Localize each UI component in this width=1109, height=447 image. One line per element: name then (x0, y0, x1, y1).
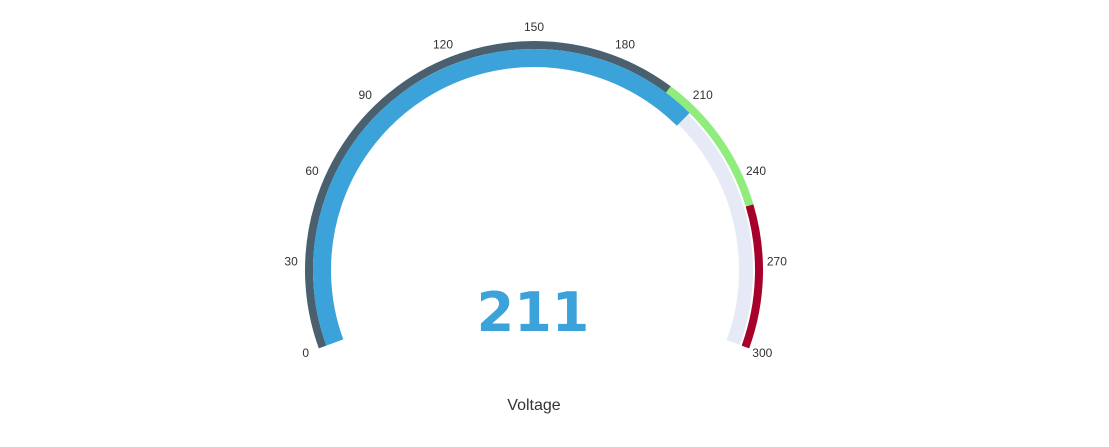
gauge-band-0 (305, 41, 671, 349)
gauge-tick-label: 240 (746, 164, 766, 178)
gauge-tick-label: 210 (693, 88, 713, 102)
gauge-tick-label: 30 (284, 255, 298, 269)
gauge-bands (305, 41, 763, 349)
gauge-value: 211 (477, 281, 590, 344)
gauge-tick-label: 90 (359, 88, 373, 102)
gauge-value-bar-layer (313, 49, 690, 346)
gauge-tick-label: 60 (305, 164, 319, 178)
gauge-title: Voltage (507, 397, 560, 414)
gauge-tick-label: 180 (615, 38, 635, 52)
gauge-tick-label: 120 (433, 38, 453, 52)
gauge-band-2 (741, 204, 763, 349)
gauge-tick-label: 270 (767, 255, 787, 269)
gauge-tick-label: 150 (524, 20, 544, 34)
gauge-tick-label: 300 (752, 346, 772, 360)
gauge-value-bar (313, 49, 690, 346)
gauge-tick-label: 0 (302, 346, 309, 360)
gauge-band-1 (665, 86, 754, 207)
gauge-tick-labels: 0 30 60 90 120 150 180 210 240 270 300 (284, 20, 787, 360)
